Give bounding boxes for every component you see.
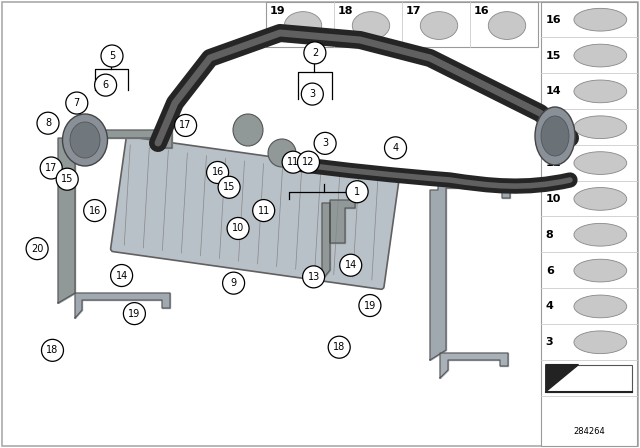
Circle shape: [101, 45, 123, 67]
Text: 12: 12: [546, 122, 561, 132]
FancyBboxPatch shape: [111, 137, 399, 289]
Text: 13: 13: [307, 272, 320, 282]
Polygon shape: [546, 365, 579, 392]
Circle shape: [84, 199, 106, 222]
Text: 14: 14: [344, 260, 357, 270]
Text: 5: 5: [109, 51, 115, 61]
Circle shape: [66, 92, 88, 114]
Ellipse shape: [574, 80, 627, 103]
Text: 4: 4: [392, 143, 399, 153]
Circle shape: [340, 254, 362, 276]
Ellipse shape: [574, 224, 627, 246]
Ellipse shape: [574, 331, 627, 353]
Circle shape: [253, 199, 275, 222]
Text: 15: 15: [61, 174, 74, 184]
Ellipse shape: [284, 12, 322, 39]
Text: 10: 10: [546, 194, 561, 204]
Text: 4: 4: [546, 302, 554, 311]
Circle shape: [227, 217, 249, 240]
Text: 14: 14: [115, 271, 128, 280]
Circle shape: [298, 151, 319, 173]
Text: 3: 3: [546, 337, 554, 347]
Text: 15: 15: [223, 182, 236, 192]
Circle shape: [346, 181, 368, 203]
Ellipse shape: [420, 12, 458, 39]
Ellipse shape: [574, 44, 627, 67]
FancyBboxPatch shape: [266, 2, 538, 47]
Circle shape: [111, 264, 132, 287]
Text: 19: 19: [269, 6, 285, 16]
Ellipse shape: [535, 107, 575, 165]
Text: 284264: 284264: [573, 427, 605, 436]
Ellipse shape: [574, 116, 627, 138]
Circle shape: [218, 176, 240, 198]
Text: 7: 7: [74, 98, 80, 108]
Text: 14: 14: [546, 86, 561, 96]
Circle shape: [207, 161, 228, 184]
FancyBboxPatch shape: [546, 365, 632, 392]
Text: 6: 6: [546, 266, 554, 276]
Text: 1: 1: [354, 187, 360, 197]
Circle shape: [304, 42, 326, 64]
Circle shape: [314, 132, 336, 155]
Text: 20: 20: [31, 244, 44, 254]
Text: 16: 16: [474, 6, 489, 16]
Circle shape: [282, 151, 304, 173]
Text: 3: 3: [309, 89, 316, 99]
Polygon shape: [322, 200, 355, 280]
Polygon shape: [58, 130, 172, 303]
Ellipse shape: [574, 152, 627, 174]
Text: 19: 19: [364, 301, 376, 310]
Circle shape: [301, 83, 323, 105]
Text: 2: 2: [312, 48, 318, 58]
Circle shape: [26, 237, 48, 260]
Circle shape: [359, 294, 381, 317]
Circle shape: [42, 339, 63, 362]
Ellipse shape: [233, 114, 263, 146]
Circle shape: [223, 272, 244, 294]
Text: 11: 11: [257, 206, 270, 215]
Text: 18: 18: [338, 6, 353, 16]
Circle shape: [56, 168, 78, 190]
Text: 8: 8: [546, 230, 554, 240]
Ellipse shape: [268, 139, 296, 167]
Text: 16: 16: [546, 15, 561, 25]
Text: 11: 11: [546, 158, 561, 168]
Text: 6: 6: [102, 80, 109, 90]
Text: 16: 16: [211, 168, 224, 177]
Ellipse shape: [574, 295, 627, 318]
Circle shape: [385, 137, 406, 159]
Circle shape: [37, 112, 59, 134]
Circle shape: [124, 302, 145, 325]
Text: 19: 19: [128, 309, 141, 319]
Text: 8: 8: [45, 118, 51, 128]
Ellipse shape: [352, 12, 390, 39]
Circle shape: [175, 114, 196, 137]
Text: 3: 3: [322, 138, 328, 148]
Circle shape: [303, 266, 324, 288]
Text: 18: 18: [46, 345, 59, 355]
Text: 10: 10: [232, 224, 244, 233]
Circle shape: [40, 157, 62, 179]
Polygon shape: [75, 293, 170, 318]
Ellipse shape: [574, 9, 627, 31]
Polygon shape: [430, 180, 510, 360]
Text: 16: 16: [88, 206, 101, 215]
Text: 17: 17: [45, 163, 58, 173]
Text: 17: 17: [406, 6, 421, 16]
Polygon shape: [440, 353, 508, 378]
Ellipse shape: [488, 12, 525, 39]
Text: 18: 18: [333, 342, 346, 352]
Text: 15: 15: [546, 51, 561, 60]
Ellipse shape: [70, 122, 100, 158]
Circle shape: [328, 336, 350, 358]
Circle shape: [95, 74, 116, 96]
Ellipse shape: [574, 188, 627, 210]
Text: 9: 9: [230, 278, 237, 288]
Text: 17: 17: [179, 121, 192, 130]
Text: 12: 12: [302, 157, 315, 167]
Text: 11: 11: [287, 157, 300, 167]
Ellipse shape: [63, 114, 108, 166]
FancyBboxPatch shape: [541, 2, 637, 446]
